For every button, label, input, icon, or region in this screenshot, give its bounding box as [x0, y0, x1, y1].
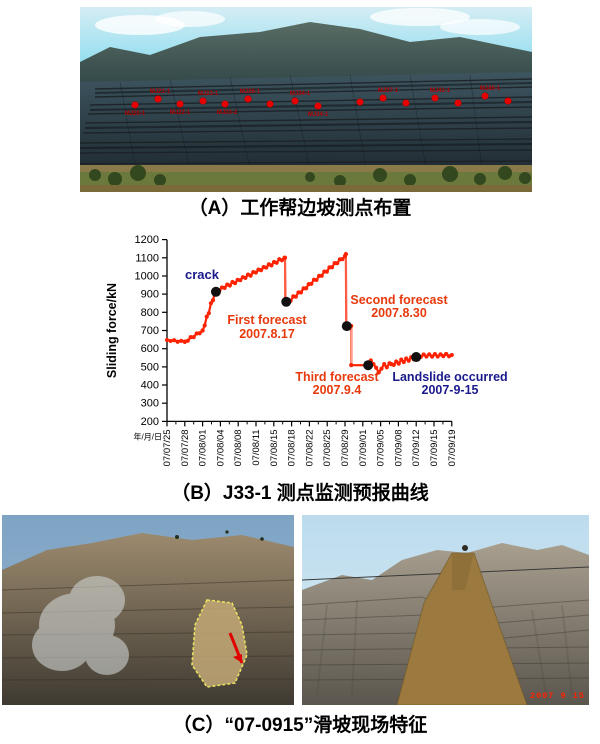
svg-text:07/08/08: 07/08/08 [233, 429, 244, 466]
svg-text:07/09/12: 07/09/12 [411, 429, 422, 466]
svg-text:400: 400 [141, 380, 159, 392]
svg-text:MJ26-1: MJ26-1 [240, 89, 261, 95]
svg-text:1000: 1000 [135, 271, 159, 283]
svg-text:crack: crack [185, 267, 220, 282]
svg-text:2007.8.17: 2007.8.17 [239, 327, 295, 341]
svg-text:07/08/15: 07/08/15 [269, 429, 280, 466]
svg-text:600: 600 [141, 343, 159, 355]
svg-text:07/08/22: 07/08/22 [304, 429, 315, 466]
svg-text:07/09/19: 07/09/19 [447, 429, 458, 466]
svg-text:MJ37-1: MJ37-1 [378, 88, 399, 94]
svg-text:07/08/11: 07/08/11 [251, 429, 262, 465]
svg-text:07/09/01: 07/09/01 [358, 429, 369, 466]
svg-text:07/09/08: 07/09/08 [393, 429, 404, 466]
svg-text:MJ23-1: MJ23-1 [198, 91, 219, 97]
svg-text:MJ41-1: MJ41-1 [430, 88, 451, 94]
svg-text:2007 9 15: 2007 9 15 [530, 691, 585, 701]
svg-text:Landslide occurred: Landslide occurred [392, 370, 507, 384]
svg-text:200: 200 [141, 416, 159, 428]
svg-text:900: 900 [141, 289, 159, 301]
svg-text:700: 700 [141, 325, 159, 337]
svg-text:800: 800 [141, 307, 159, 319]
svg-text:MJ22-1: MJ22-1 [170, 110, 191, 116]
svg-text:07/08/04: 07/08/04 [215, 429, 226, 466]
svg-text:2007.9.4: 2007.9.4 [313, 383, 362, 397]
svg-text:07/08/25: 07/08/25 [322, 429, 333, 466]
svg-text:MJ34-1: MJ34-1 [290, 91, 311, 97]
svg-text:2007.8.30: 2007.8.30 [371, 306, 427, 320]
svg-text:07/08/18: 07/08/18 [287, 429, 298, 466]
svg-text:07/08/29: 07/08/29 [340, 429, 351, 466]
svg-text:300: 300 [141, 398, 159, 410]
svg-text:07/09/05: 07/09/05 [376, 429, 387, 466]
svg-text:07/07/28: 07/07/28 [180, 429, 191, 466]
svg-text:2007-9-15: 2007-9-15 [422, 383, 479, 397]
svg-text:First forecast: First forecast [227, 313, 307, 327]
svg-text:MJ21-1: MJ21-1 [150, 89, 171, 95]
svg-text:Second forecast: Second forecast [350, 293, 448, 307]
svg-text:MJ23-2: MJ23-2 [217, 110, 238, 116]
svg-text:1200: 1200 [135, 234, 159, 246]
svg-text:07/07/25: 07/07/25 [162, 429, 173, 466]
svg-text:MJ34-1: MJ34-1 [308, 112, 329, 118]
svg-text:07/08/01: 07/08/01 [198, 429, 209, 466]
svg-text:07/09/15: 07/09/15 [429, 429, 440, 466]
svg-text:Sliding force/kN: Sliding force/kN [105, 283, 119, 378]
svg-text:Third forecast: Third forecast [295, 370, 379, 384]
svg-text:MJ45-1: MJ45-1 [480, 86, 501, 92]
svg-text:MJ20-1: MJ20-1 [125, 111, 146, 117]
svg-text:500: 500 [141, 361, 159, 373]
svg-text:1100: 1100 [135, 252, 159, 264]
svg-text:年/月/日: 年/月/日 [134, 431, 162, 441]
